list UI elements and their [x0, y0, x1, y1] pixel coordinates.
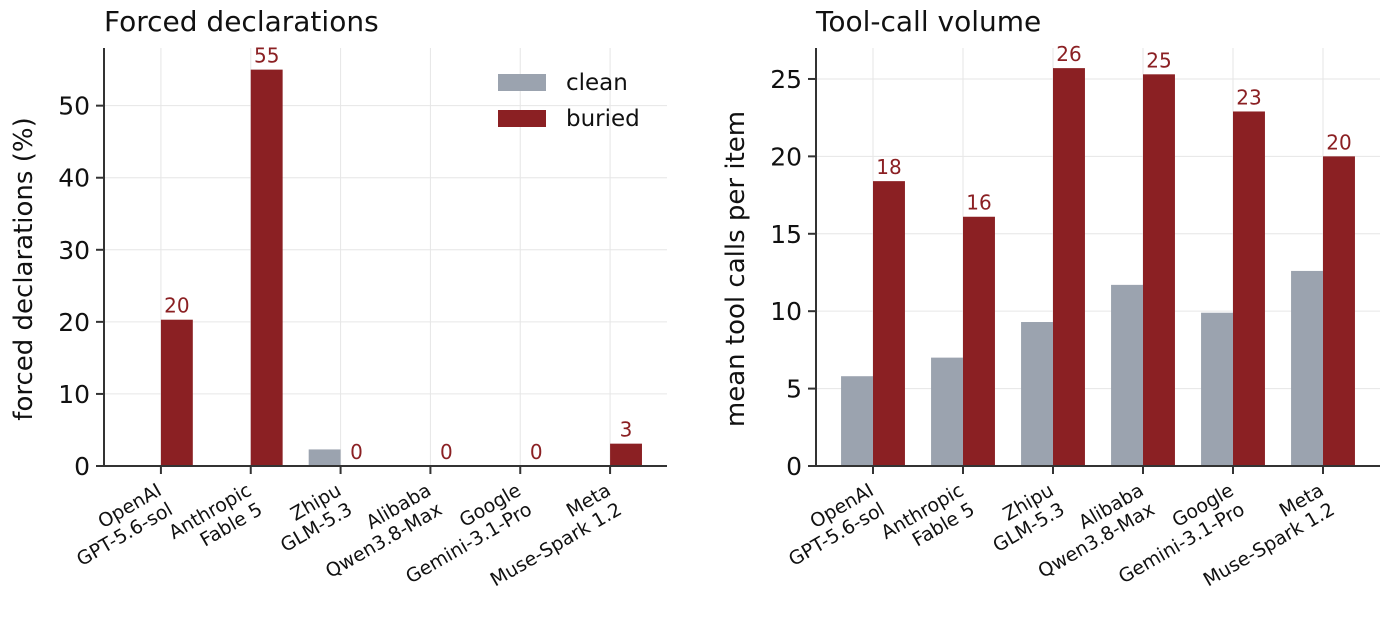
y-tick-label: 15	[770, 220, 802, 249]
y-tick-label: 20	[770, 142, 802, 171]
x-tick-label: OpenAIGPT-5.6-sol	[62, 479, 176, 570]
data-label: 55	[254, 44, 279, 68]
bar-buried-5	[1233, 111, 1265, 467]
bar-buried-2	[250, 69, 283, 466]
legend-swatch-buried	[498, 110, 546, 127]
bar-buried-2	[963, 216, 995, 466]
bar-clean-4	[1111, 284, 1143, 466]
bar-clean-1	[841, 376, 873, 466]
data-label: 0	[530, 440, 543, 464]
data-label: 25	[1146, 48, 1171, 72]
y-axis-label: mean tool calls per item	[721, 111, 751, 427]
data-label: 0	[350, 440, 363, 464]
y-axis-label: forced declarations (%)	[9, 117, 39, 420]
data-label: 0	[440, 440, 453, 464]
y-tick-label: 25	[770, 65, 802, 94]
chart-panel-2: 18 16 26 25 23 20 0 5 10 15 20 25 OpenAIGPT-5.6-solA…	[721, 5, 1380, 591]
bar-clean-2	[931, 357, 963, 466]
x-tick-label: ZhipuGLM-5.3	[266, 479, 356, 556]
bar-clean-5	[1201, 312, 1233, 466]
chart-title: Tool-call volume	[815, 5, 1041, 38]
bar-clean-6	[1291, 270, 1323, 466]
x-tick-label: AnthropicFable 5	[165, 479, 266, 563]
bar-buried-1	[160, 319, 193, 466]
y-tick-label: 5	[786, 375, 802, 404]
y-tick-label: 30	[58, 236, 90, 265]
y-tick-label: 10	[770, 297, 802, 326]
data-label: 23	[1236, 85, 1261, 109]
x-tick-label: OpenAIGPT-5.6-sol	[774, 479, 888, 570]
y-tick-label: 20	[58, 308, 90, 337]
data-label: 20	[1326, 130, 1351, 154]
chart-title: Forced declarations	[104, 5, 379, 38]
y-tick-label: 50	[58, 92, 90, 121]
bar-buried-6	[610, 443, 642, 466]
y-tick-label: 0	[74, 452, 90, 481]
legend-label-clean: clean	[566, 70, 628, 96]
bar-buried-6	[1323, 156, 1355, 467]
bar-clean-3	[1021, 322, 1053, 466]
legend: clean buried	[498, 70, 640, 132]
bar-clean-3	[308, 449, 341, 466]
bar-buried-4	[1143, 74, 1175, 467]
data-label: 18	[876, 155, 901, 179]
data-label: 26	[1056, 42, 1081, 66]
data-label: 3	[620, 418, 633, 442]
data-label: 16	[966, 191, 991, 215]
bar-buried-1	[873, 181, 905, 466]
data-label: 20	[164, 294, 189, 318]
x-tick-label: AnthropicFable 5	[877, 479, 978, 563]
x-tick-label: ZhipuGLM-5.3	[978, 479, 1068, 556]
y-tick-label: 0	[786, 452, 802, 481]
bar-buried-3	[1053, 68, 1085, 467]
y-tick-label: 40	[58, 164, 90, 193]
y-tick-label: 10	[58, 380, 90, 409]
legend-swatch-clean	[498, 74, 546, 91]
legend-label-buried: buried	[566, 106, 640, 132]
